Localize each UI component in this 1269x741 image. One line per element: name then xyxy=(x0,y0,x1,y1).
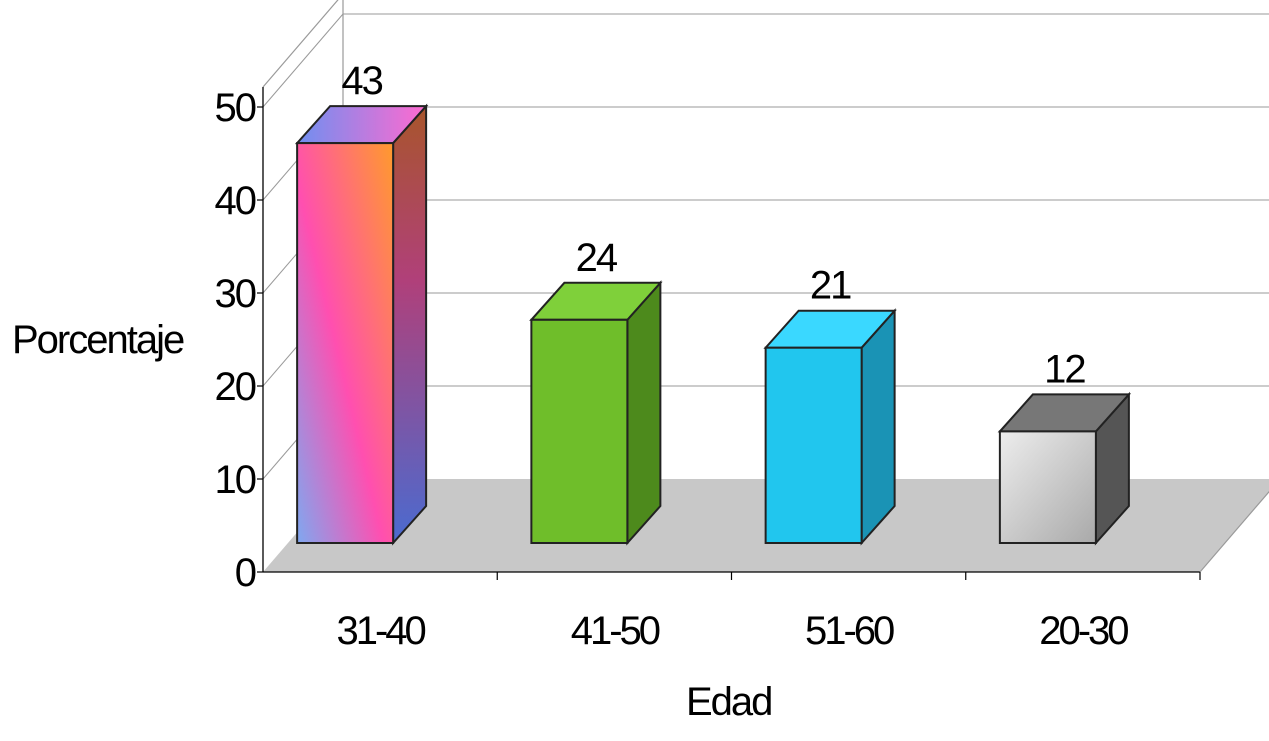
data-label: 24 xyxy=(576,236,618,280)
gridline-side xyxy=(262,13,344,108)
x-tick-label: 41-50 xyxy=(571,609,660,653)
x-tick-label: 51-60 xyxy=(805,609,894,653)
y-tick-label: 0 xyxy=(235,551,256,595)
bar-front xyxy=(296,142,395,544)
bar-side xyxy=(392,103,428,546)
data-label: 21 xyxy=(810,264,851,308)
y-tick-label: 40 xyxy=(215,179,256,223)
bar-front xyxy=(530,318,629,544)
bar-side xyxy=(626,280,662,546)
bar-front xyxy=(764,346,863,545)
bar xyxy=(529,280,663,546)
y-axis-title: Porcentaje xyxy=(12,318,185,362)
data-label: 43 xyxy=(341,59,382,103)
y-tick-label: 30 xyxy=(215,272,256,316)
floor-edge xyxy=(1199,490,1269,573)
y-tick-label: 10 xyxy=(215,458,256,502)
x-tick-label: 31-40 xyxy=(336,609,425,653)
x-axis-title: Edad xyxy=(686,680,773,724)
x-tick-label: 20-30 xyxy=(1039,609,1128,653)
y-tick-label: 20 xyxy=(215,365,256,409)
bar xyxy=(763,308,897,546)
side-wall-top xyxy=(262,0,339,88)
y-tick-label: 50 xyxy=(215,86,256,130)
bar xyxy=(294,103,429,546)
bar-front xyxy=(998,430,1097,544)
bar xyxy=(997,391,1132,546)
data-label: 12 xyxy=(1044,347,1085,391)
bar-side xyxy=(860,308,896,546)
